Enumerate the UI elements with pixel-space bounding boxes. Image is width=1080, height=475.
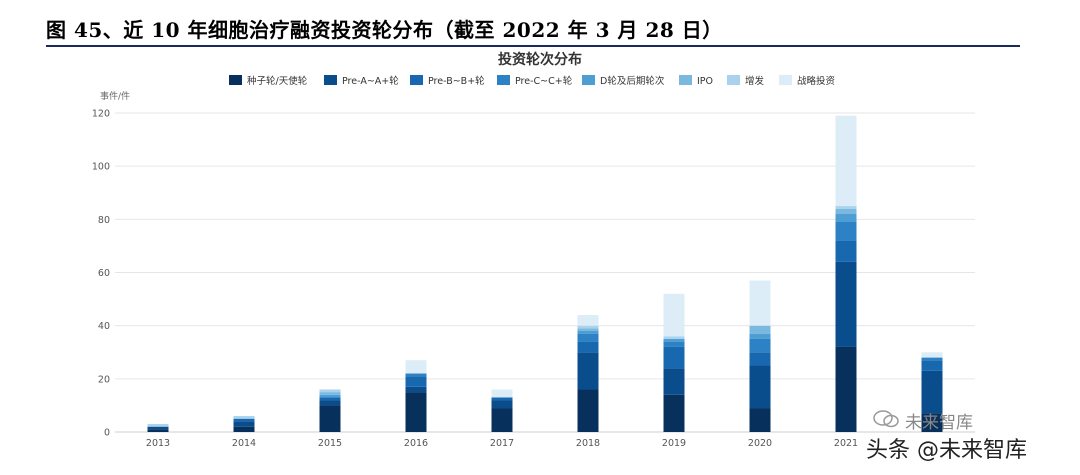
bar-segment bbox=[921, 360, 943, 371]
watermark-text: 头条 @未来智库 bbox=[866, 438, 1027, 463]
bar-segment bbox=[491, 389, 513, 398]
bar-segment bbox=[577, 341, 599, 353]
bar-segment bbox=[663, 341, 685, 347]
bar-segment bbox=[749, 408, 771, 432]
y-tick-label: 20 bbox=[98, 374, 110, 385]
bar-segment bbox=[577, 328, 599, 331]
bar-segment bbox=[233, 416, 255, 419]
legend-label: D轮及后期轮次 bbox=[600, 75, 665, 87]
bar-segment bbox=[405, 392, 427, 432]
x-tick-label: 2018 bbox=[576, 438, 600, 449]
bar-segment bbox=[749, 325, 771, 334]
bar-segment bbox=[319, 400, 341, 406]
bar-segment bbox=[491, 397, 513, 401]
y-tick-label: 0 bbox=[104, 428, 110, 439]
y-tick-label: 100 bbox=[92, 162, 110, 173]
y-tick-label: 80 bbox=[98, 215, 110, 226]
y-tick-label: 40 bbox=[98, 321, 110, 332]
bar-segment bbox=[577, 389, 599, 432]
bar-segment bbox=[405, 373, 427, 377]
x-tick-label: 2013 bbox=[146, 438, 170, 449]
bar-segment bbox=[577, 352, 599, 390]
bar-segment bbox=[663, 346, 685, 369]
bar-segment bbox=[405, 360, 427, 374]
x-tick-label: 2021 bbox=[834, 438, 858, 449]
bar-segment bbox=[835, 261, 857, 347]
legend-swatch bbox=[229, 75, 242, 85]
bar-segment bbox=[835, 240, 857, 262]
bar-segment bbox=[233, 421, 255, 427]
x-tick-label: 2016 bbox=[404, 438, 428, 449]
bar-segment bbox=[405, 386, 427, 393]
legend-label: 战略投资 bbox=[797, 75, 836, 87]
bar-segment bbox=[491, 400, 513, 409]
bar-segment bbox=[749, 352, 771, 366]
legend-label: 种子轮/天使轮 bbox=[247, 75, 308, 87]
bar-segment bbox=[835, 214, 857, 222]
legend-swatch bbox=[324, 75, 337, 85]
bar-segment bbox=[577, 315, 599, 326]
bar-segment bbox=[319, 392, 341, 395]
bar-segment bbox=[233, 418, 255, 422]
bar-segment bbox=[921, 357, 943, 361]
bar-segment bbox=[147, 424, 169, 427]
legend-swatch bbox=[679, 75, 692, 85]
legend-swatch bbox=[779, 75, 792, 85]
legend-label: Pre-C~C+轮 bbox=[515, 75, 573, 87]
watermark-logo-icon bbox=[872, 409, 900, 429]
bar-segment bbox=[233, 426, 255, 432]
bar-segment bbox=[491, 408, 513, 432]
x-tick-label: 2019 bbox=[662, 438, 686, 449]
bar-segment bbox=[663, 293, 685, 337]
watermark-faint-text: 未来智库 bbox=[905, 413, 973, 433]
bar-segment bbox=[749, 365, 771, 409]
bar-segment bbox=[749, 333, 771, 339]
chart-title: 投资轮次分布 bbox=[498, 51, 582, 68]
legend-label: IPO bbox=[697, 76, 713, 87]
y-tick-label: 120 bbox=[92, 109, 110, 120]
bar-segment bbox=[663, 394, 685, 432]
legend-swatch bbox=[582, 75, 595, 85]
bar-segment bbox=[921, 352, 943, 358]
legend-swatch bbox=[497, 75, 510, 85]
bar-segment bbox=[835, 115, 857, 207]
bar-segment bbox=[835, 206, 857, 209]
bar-segment bbox=[921, 370, 943, 414]
bar-segment bbox=[835, 221, 857, 241]
bar-segment bbox=[663, 336, 685, 339]
bar-segment bbox=[663, 368, 685, 395]
legend-label: Pre-B~B+轮 bbox=[428, 75, 485, 87]
bar-segment bbox=[405, 376, 427, 387]
figure-title: 图 45、近 10 年细胞治疗融资投资轮分布（截至 2022 年 3 月 28 … bbox=[46, 18, 723, 42]
bar-segment bbox=[319, 397, 341, 401]
x-tick-label: 2014 bbox=[232, 438, 256, 449]
x-tick-label: 2020 bbox=[748, 438, 772, 449]
bar-segment bbox=[921, 413, 943, 432]
bar-segment bbox=[835, 208, 857, 215]
y-axis-unit: 事件/件 bbox=[100, 90, 130, 102]
bar-segment bbox=[835, 346, 857, 432]
bar-segment bbox=[577, 325, 599, 329]
bar-segment bbox=[577, 333, 599, 342]
bar-segment bbox=[147, 426, 169, 430]
x-tick-label: 2017 bbox=[490, 438, 514, 449]
legend-swatch bbox=[727, 75, 740, 85]
legend-swatch bbox=[410, 75, 423, 85]
legend-label: Pre-A~A+轮 bbox=[342, 75, 399, 87]
bar-segment bbox=[749, 338, 771, 353]
x-tick-label: 2015 bbox=[318, 438, 342, 449]
bar-segment bbox=[319, 389, 341, 393]
bar-segment bbox=[319, 394, 341, 398]
bar-segment bbox=[663, 338, 685, 342]
y-tick-label: 60 bbox=[98, 268, 110, 279]
legend-label: 增发 bbox=[745, 75, 765, 87]
bar-segment bbox=[319, 405, 341, 432]
title-rule bbox=[46, 45, 1020, 47]
bar-segment bbox=[147, 429, 169, 432]
bar-segment bbox=[749, 280, 771, 326]
bar-segment bbox=[577, 330, 599, 334]
